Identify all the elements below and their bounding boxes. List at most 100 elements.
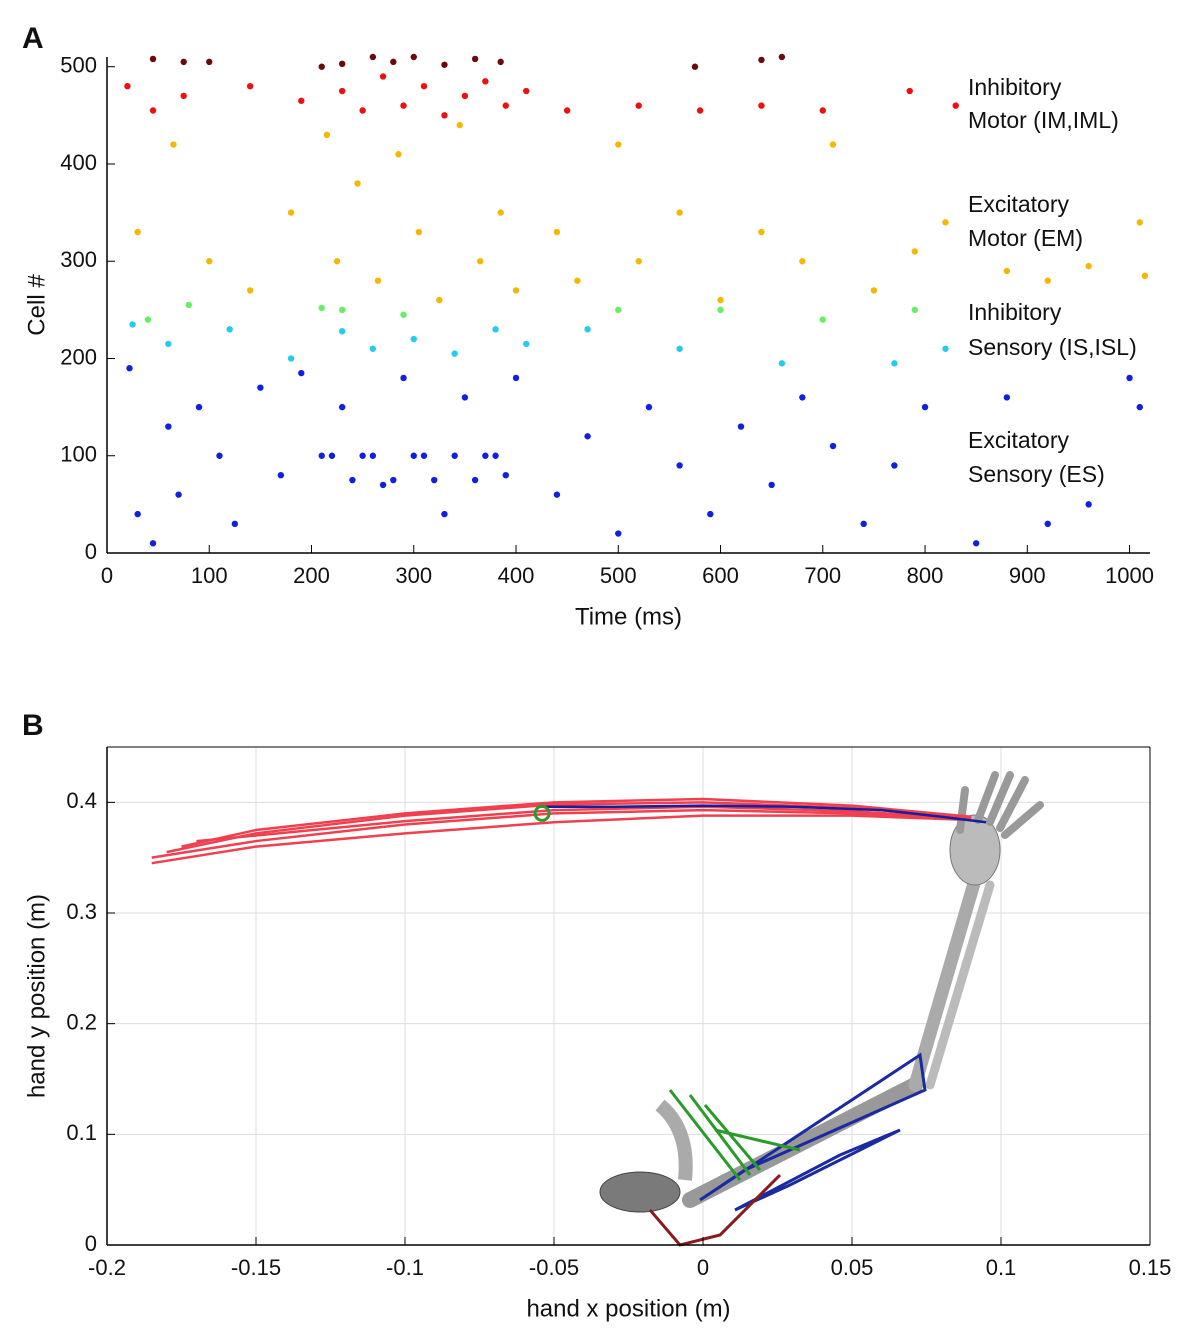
spike (374, 277, 382, 284)
spike (323, 131, 331, 139)
spike (379, 73, 387, 80)
spike (431, 476, 438, 484)
spike (420, 82, 428, 90)
spike (768, 481, 775, 489)
spike (165, 423, 172, 430)
spike (1085, 501, 1092, 508)
spike (231, 520, 239, 528)
spike (584, 326, 591, 333)
spike (149, 107, 157, 114)
spike (287, 209, 295, 216)
spike (298, 97, 305, 104)
y-tick-label: 300 (60, 247, 97, 272)
spike (420, 452, 428, 459)
spike (206, 58, 213, 66)
x-tick-label: 0 (697, 1255, 709, 1280)
spike (400, 311, 407, 318)
spike (972, 540, 980, 547)
arm-illustration (599, 771, 1044, 1247)
spike (410, 452, 417, 459)
spike (906, 87, 913, 95)
x-tick-label: 900 (1009, 563, 1046, 588)
spike (349, 476, 356, 484)
y-tick-label: 0.1 (66, 1120, 97, 1145)
spike (354, 180, 361, 187)
x-tick-label: 0.1 (986, 1255, 1017, 1280)
spike (1044, 277, 1051, 284)
spike (379, 481, 387, 489)
spike (333, 258, 341, 265)
y-tick-label: 0.4 (66, 788, 97, 813)
spike (129, 321, 136, 328)
x-tick-label: -0.1 (386, 1255, 424, 1280)
spike (635, 102, 642, 109)
y-tick-label: 400 (60, 150, 97, 175)
spike (584, 433, 591, 440)
y-axis-label: Cell # (23, 274, 50, 336)
spike (441, 510, 448, 518)
spike (502, 471, 509, 479)
spike (175, 491, 182, 498)
spike (829, 141, 837, 148)
x-tick-label: 300 (395, 563, 432, 588)
spike (911, 306, 919, 314)
spike (410, 53, 417, 61)
spike (497, 209, 504, 216)
trajectory (151, 808, 972, 859)
spike (441, 61, 448, 68)
spike (477, 258, 484, 265)
spike (287, 355, 295, 362)
spike (126, 365, 133, 372)
spike (257, 384, 264, 391)
spike (523, 340, 530, 348)
y-tick-label: 100 (60, 442, 97, 467)
spike (778, 360, 786, 367)
group-label: Sensory (IS,ISL) (968, 334, 1137, 360)
trajectory (151, 814, 972, 865)
spike (277, 471, 285, 479)
spike (134, 510, 141, 518)
trajectory (181, 797, 972, 848)
spike (1136, 403, 1143, 411)
spike (338, 60, 346, 68)
spike (369, 53, 377, 61)
x-tick-label: -0.05 (529, 1255, 579, 1280)
spike (1044, 520, 1051, 528)
spike (369, 345, 377, 352)
spike (471, 476, 479, 484)
spike (952, 102, 959, 109)
spike (819, 316, 826, 323)
spike (860, 520, 867, 528)
spike (758, 102, 765, 109)
spike (149, 540, 157, 547)
spike (492, 326, 499, 333)
spike (359, 107, 366, 114)
spike (149, 55, 157, 63)
x-tick-label: 600 (702, 563, 739, 588)
x-tick-label: -0.15 (231, 1255, 281, 1280)
spike (400, 374, 407, 382)
group-label: Excitatory (968, 191, 1069, 217)
spike (461, 394, 469, 401)
spike (717, 306, 724, 314)
group-label: Sensory (ES) (968, 461, 1105, 487)
spike (758, 228, 765, 236)
spike (461, 92, 469, 100)
spike (891, 462, 898, 469)
x-tick-label: 1000 (1105, 563, 1154, 588)
x-axis-label: hand x position (m) (526, 1295, 730, 1322)
spike (180, 58, 187, 66)
spike (456, 121, 463, 129)
spike (497, 58, 504, 66)
spike (390, 58, 397, 66)
spike (246, 287, 254, 294)
y-tick-label: 200 (60, 344, 97, 369)
spike (134, 228, 141, 236)
spike (512, 287, 520, 294)
spike (615, 141, 622, 148)
spike (553, 491, 561, 498)
spike (717, 296, 724, 304)
spike (574, 277, 581, 284)
spike (891, 360, 898, 367)
spike (338, 87, 346, 95)
